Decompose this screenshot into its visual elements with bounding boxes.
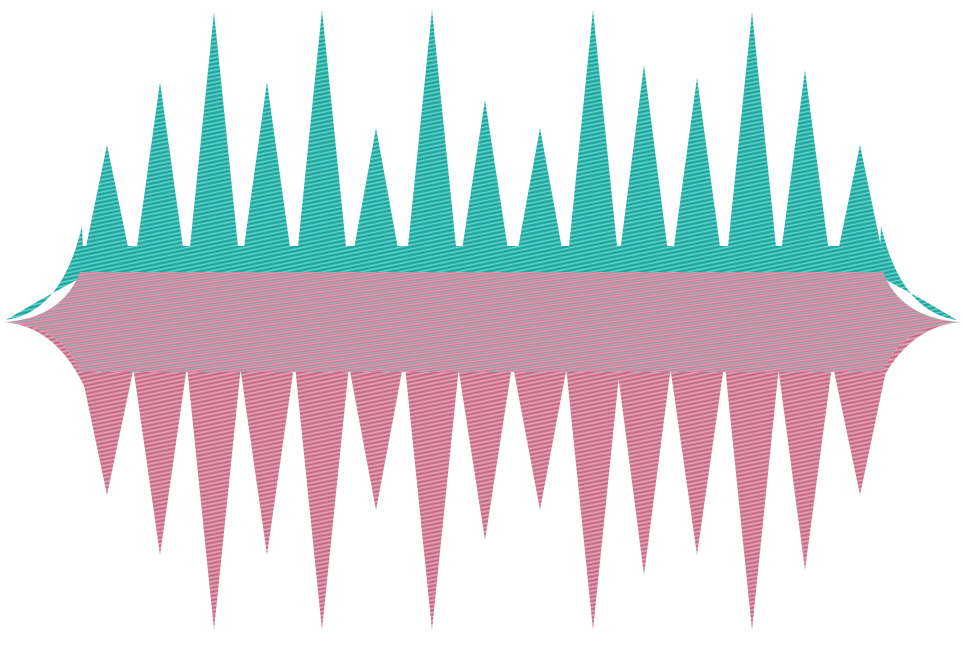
spike — [670, 78, 724, 276]
spike — [295, 366, 349, 630]
spike — [133, 82, 187, 276]
spike — [778, 366, 832, 570]
spike — [240, 366, 294, 555]
spike — [513, 366, 567, 510]
spike — [725, 366, 779, 630]
spike — [240, 82, 294, 276]
left-shoulder — [6, 226, 84, 320]
spike — [349, 128, 403, 276]
top-spikes — [80, 10, 887, 276]
spike — [349, 366, 403, 510]
spike — [778, 70, 832, 276]
spike — [80, 145, 134, 276]
right-lower-shoulder — [853, 322, 960, 400]
spike — [187, 12, 241, 276]
spike — [458, 366, 512, 540]
spike — [566, 10, 620, 276]
spike — [133, 366, 187, 555]
spike — [295, 10, 349, 276]
spike — [405, 366, 459, 630]
right-shoulder — [879, 226, 957, 320]
left-lower-shoulder — [5, 322, 110, 400]
spike — [513, 128, 567, 276]
spike — [458, 100, 512, 276]
spike — [833, 145, 887, 276]
bottom-spikes — [80, 366, 887, 630]
spike — [725, 12, 779, 276]
spike — [80, 366, 134, 495]
spike — [617, 65, 671, 276]
spike — [405, 10, 459, 276]
spike — [670, 366, 724, 555]
spike — [566, 366, 620, 630]
spike — [187, 366, 241, 630]
center-band — [5, 272, 960, 372]
spike — [617, 366, 671, 575]
